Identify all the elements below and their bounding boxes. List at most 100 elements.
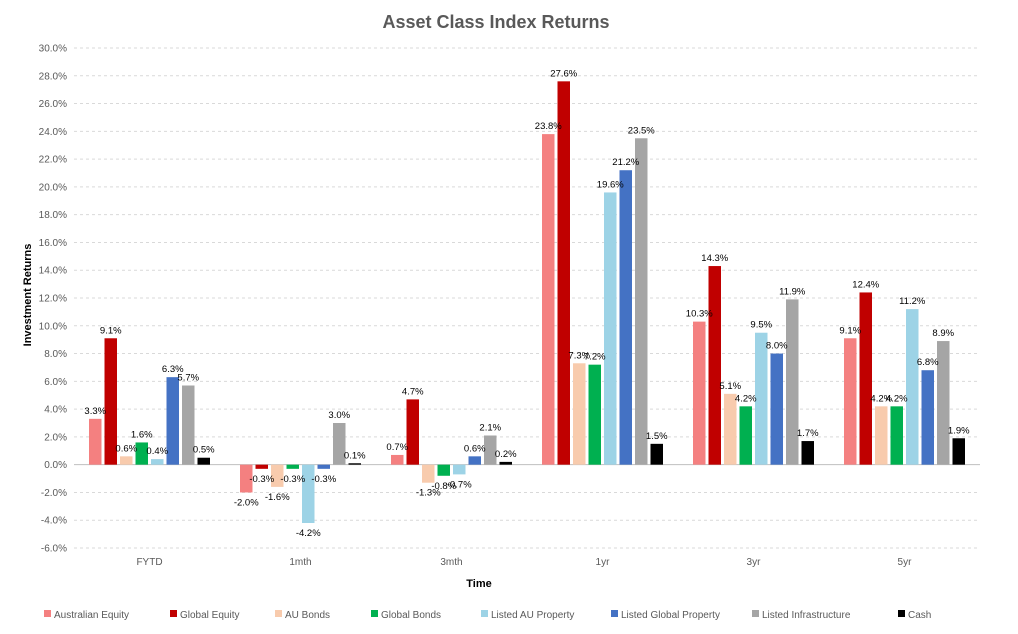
data-label: 12.4%: [852, 279, 879, 290]
data-label: -0.3%: [311, 474, 336, 485]
data-label: 7.2%: [584, 352, 606, 363]
bar: [755, 332, 768, 465]
bar: [182, 385, 195, 465]
y-tick-label: 28.0%: [39, 71, 67, 82]
bar: [422, 464, 435, 483]
data-label: 9.5%: [750, 320, 772, 331]
bar: [937, 341, 950, 465]
data-label: 14.3%: [701, 253, 728, 264]
bars: [89, 81, 965, 523]
x-tick-label: 3mth: [440, 557, 462, 568]
data-label: 7.3%: [568, 350, 590, 361]
legend-label: Global Bonds: [381, 610, 441, 621]
bar: [89, 418, 102, 465]
data-label: 8.0%: [766, 341, 788, 352]
bar: [875, 406, 888, 465]
legend-swatch: [898, 610, 905, 617]
data-label: 1.6%: [131, 429, 153, 440]
x-axis-ticks: FYTD 1mth 3mth 1yr 3yr 5yr: [136, 557, 912, 568]
legend-label: Listed Global Property: [621, 610, 720, 621]
data-label: -1.3%: [416, 488, 441, 499]
data-label: 10.3%: [686, 309, 713, 320]
bar: [890, 406, 903, 465]
y-tick-label: 8.0%: [44, 349, 67, 360]
y-tick-label: 12.0%: [39, 294, 67, 305]
bar: [317, 464, 330, 469]
data-label: 4.2%: [735, 393, 757, 404]
legend-label: Listed AU Property: [491, 610, 574, 621]
data-label: 0.5%: [193, 445, 215, 456]
legend-item: Global Bonds: [371, 610, 441, 621]
legend-item: Listed Global Property: [611, 610, 720, 621]
data-label: 27.6%: [550, 68, 577, 79]
y-tick-label: 10.0%: [39, 321, 67, 332]
bar: [333, 423, 346, 465]
bar: [499, 461, 512, 465]
y-tick-label: 26.0%: [39, 99, 67, 110]
bar: [635, 138, 648, 465]
bar: [453, 464, 466, 475]
bar: [406, 399, 419, 465]
legend-item: Listed AU Property: [481, 610, 574, 621]
bar: [844, 338, 857, 465]
data-label: -0.3%: [280, 474, 305, 485]
legend-item: Cash: [898, 610, 931, 621]
legend-swatch: [371, 610, 378, 617]
legend-swatch: [611, 610, 618, 617]
data-label: -0.7%: [447, 479, 472, 490]
bar: [588, 364, 601, 465]
y-tick-label: -2.0%: [41, 488, 67, 499]
bar: [693, 321, 706, 465]
data-label: 1.7%: [797, 428, 819, 439]
data-label: 4.2%: [870, 393, 892, 404]
bar: [859, 292, 872, 465]
bar: [484, 435, 497, 465]
legend-label: Global Equity: [180, 610, 239, 621]
x-tick-label: 1yr: [596, 557, 611, 568]
bar: [286, 464, 299, 469]
bar: [952, 438, 965, 465]
legend-swatch: [44, 610, 51, 617]
y-tick-label: 24.0%: [39, 127, 67, 138]
y-tick-label: 0.0%: [44, 460, 67, 471]
data-label: 23.5%: [628, 125, 655, 136]
bar: [650, 443, 663, 465]
y-tick-label: -6.0%: [41, 544, 67, 555]
bar: [255, 464, 268, 469]
data-label: 0.4%: [146, 446, 168, 457]
y-tick-label: -4.0%: [41, 516, 67, 527]
bar: [166, 377, 179, 465]
bar: [391, 454, 404, 465]
data-label: 3.3%: [84, 406, 106, 417]
bar: [271, 464, 284, 487]
bar: [770, 353, 783, 465]
data-label: 0.6%: [115, 443, 137, 454]
y-tick-label: 4.0%: [44, 405, 67, 416]
legend-label: AU Bonds: [285, 610, 330, 621]
x-tick-label: 5yr: [898, 557, 913, 568]
bar: [604, 192, 617, 465]
data-label: -0.8%: [431, 481, 456, 492]
bar: [739, 406, 752, 465]
data-label: 19.6%: [597, 179, 624, 190]
y-tick-label: 20.0%: [39, 182, 67, 193]
data-label: 8.9%: [932, 328, 954, 339]
chart-title: Asset Class Index Returns: [382, 12, 609, 32]
bar: [302, 464, 315, 523]
data-label: -1.6%: [265, 492, 290, 503]
y-tick-label: 2.0%: [44, 432, 67, 443]
bar: [151, 459, 164, 465]
bar: [437, 464, 450, 476]
x-tick-label: 1mth: [289, 557, 311, 568]
bar: [348, 463, 361, 465]
bar: [921, 370, 934, 465]
data-label: 9.1%: [839, 325, 861, 336]
y-tick-label: 16.0%: [39, 238, 67, 249]
data-label: 9.1%: [100, 325, 122, 336]
x-tick-label: FYTD: [136, 557, 162, 568]
data-label: 0.6%: [464, 443, 486, 454]
data-label: 5.7%: [177, 373, 199, 384]
bar: [906, 309, 919, 465]
bar: [135, 442, 148, 465]
